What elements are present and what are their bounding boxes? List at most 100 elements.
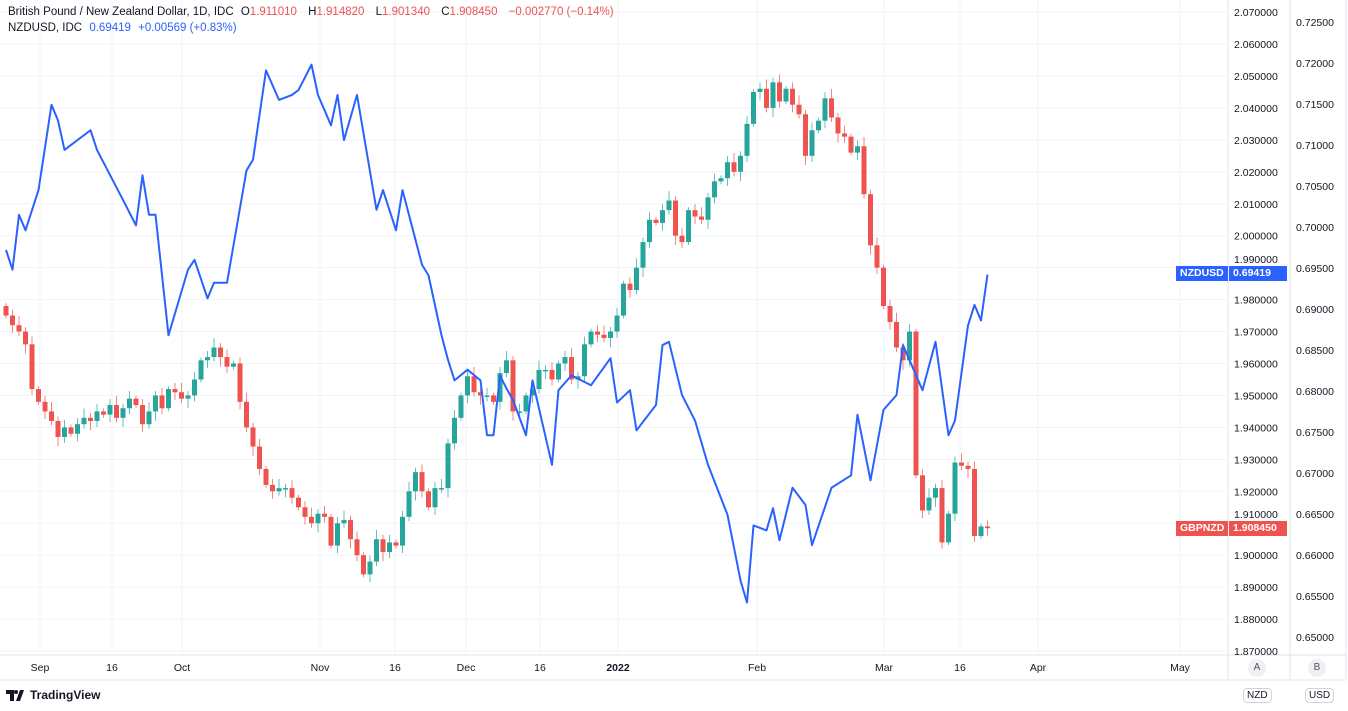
currency-badge-usd[interactable]: USD	[1305, 688, 1335, 703]
candle-body	[29, 344, 35, 390]
candle-body	[55, 421, 61, 437]
candle-body	[673, 200, 678, 236]
candle-body	[16, 325, 22, 332]
high-value: 1.914820	[316, 6, 365, 18]
candle-body	[705, 197, 711, 220]
candle-body	[959, 462, 964, 466]
candle-body	[861, 146, 867, 195]
candle-body	[783, 88, 789, 102]
tradingview-logo[interactable]: TradingView	[6, 688, 100, 702]
candle-body	[250, 427, 256, 447]
close-label: C	[441, 6, 450, 18]
left-axis-tick: 1.940000	[1234, 422, 1278, 434]
candle-body	[263, 468, 269, 485]
candle-body	[198, 360, 204, 380]
candle-body	[172, 389, 178, 393]
candle-body	[796, 104, 802, 115]
candle-body	[757, 88, 763, 92]
axis-a-button[interactable]: A	[1248, 659, 1266, 677]
candle-body	[465, 376, 470, 396]
candle-body	[146, 411, 152, 425]
candle-body	[933, 488, 938, 498]
candle-body	[985, 526, 990, 529]
low-label: L	[375, 6, 383, 18]
candle-body	[790, 88, 795, 105]
candle-body	[159, 395, 165, 409]
candle-body	[114, 405, 119, 418]
candle-body	[770, 82, 776, 108]
time-axis-tick: 16	[389, 662, 401, 674]
candle-body	[582, 344, 587, 377]
candle-body	[517, 411, 522, 413]
left-axis-tick: 1.870000	[1234, 646, 1278, 658]
right-axis-tick: 0.67000	[1296, 468, 1334, 480]
right-axis-tick: 0.68000	[1296, 386, 1334, 398]
candle-body	[634, 267, 639, 291]
right-axis-tick: 0.65500	[1296, 591, 1334, 603]
right-axis-tick: 0.70500	[1296, 181, 1334, 193]
time-axis-tick: Feb	[748, 662, 766, 674]
candle-body	[835, 117, 841, 134]
candle-body	[3, 305, 9, 316]
left-axis-tick: 2.000000	[1234, 231, 1278, 243]
candle-body	[497, 373, 503, 402]
candle-body	[484, 395, 490, 397]
left-axis-tick: 1.900000	[1234, 550, 1278, 562]
candle-body	[939, 488, 945, 543]
symbol-title: British Pound / New Zealand Dollar, 1D, …	[8, 6, 234, 18]
candle-body	[309, 516, 314, 524]
candle-body	[289, 488, 295, 498]
candle-body	[432, 488, 438, 508]
candle-body	[686, 210, 691, 243]
candle-body	[848, 136, 854, 153]
time-axis-tick: 16	[106, 662, 118, 674]
candle-body	[361, 555, 366, 575]
candle-body	[536, 369, 542, 390]
candle-body	[647, 219, 652, 243]
candle-body	[283, 488, 288, 490]
candle-body	[894, 321, 899, 348]
candle-body	[556, 363, 561, 380]
high-label: H	[308, 6, 317, 18]
candle-body	[452, 417, 457, 444]
candle-body	[10, 315, 15, 326]
left-axis-tick: 1.920000	[1234, 486, 1278, 498]
candle-body	[608, 331, 613, 338]
candle-body	[842, 133, 847, 137]
gbpnzd-tag: GBPNZD	[1176, 521, 1229, 536]
candle-body	[666, 200, 672, 211]
right-axis-tick: 0.66000	[1296, 550, 1334, 562]
candle-body	[478, 392, 483, 396]
candle-body	[920, 475, 925, 511]
candle-body	[380, 539, 386, 553]
candle-body	[49, 411, 54, 422]
candle-body	[627, 283, 633, 291]
candle-body	[660, 210, 665, 223]
right-axis-tick: 0.72000	[1296, 58, 1334, 70]
candle-body	[406, 491, 412, 517]
candle-body	[270, 484, 275, 492]
time-axis-tick: Mar	[875, 662, 894, 674]
candle-body	[822, 98, 828, 121]
candle-body	[387, 542, 392, 553]
candle-body	[127, 398, 132, 409]
candle-body	[777, 82, 782, 102]
candle-body	[257, 446, 262, 469]
currency-badge-nzd[interactable]: NZD	[1243, 688, 1272, 703]
candle-body	[133, 398, 139, 406]
candle-body	[491, 395, 496, 402]
candle-body	[601, 334, 607, 338]
candle-body	[81, 417, 87, 425]
axis-b-button[interactable]: B	[1308, 659, 1326, 677]
left-axis-tick: 1.980000	[1234, 295, 1278, 307]
candle-body	[211, 347, 217, 358]
right-axis-tick: 0.71500	[1296, 99, 1334, 111]
left-axis-tick: 2.040000	[1234, 103, 1278, 115]
candle-body	[36, 389, 41, 402]
candle-body	[946, 513, 951, 543]
candle-body	[42, 401, 48, 412]
candle-body	[296, 497, 301, 508]
candle-body	[120, 408, 126, 418]
left-axis-tick: 1.890000	[1234, 582, 1278, 594]
